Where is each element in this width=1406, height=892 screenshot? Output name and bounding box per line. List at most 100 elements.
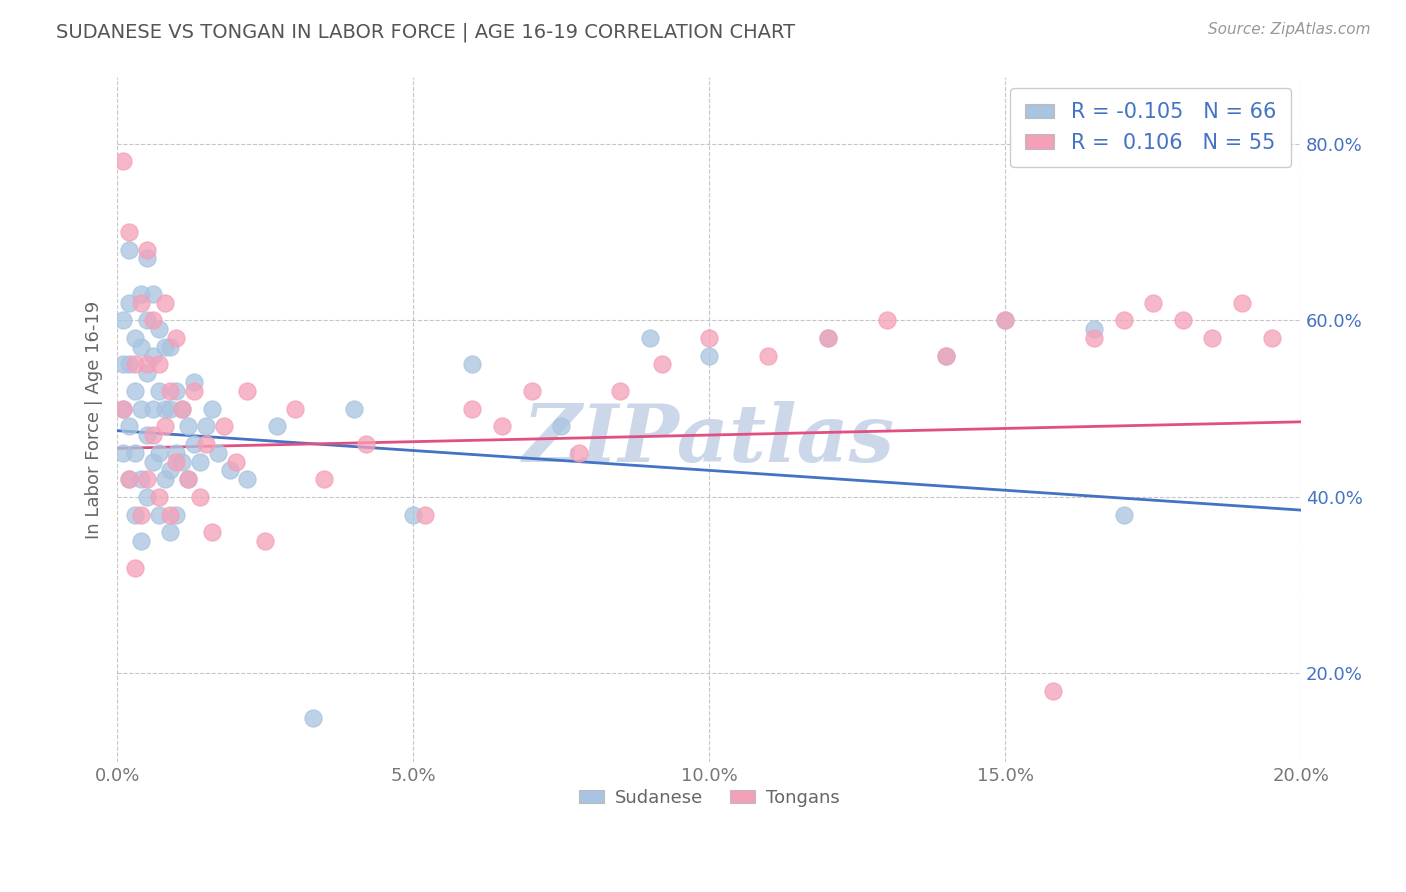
Point [225, 454, 247, 468]
Point [148, 384, 170, 398]
Point [135, 313, 157, 327]
Point [124, 508, 146, 522]
Point [343, 401, 366, 416]
Point [148, 508, 170, 522]
Point [135, 366, 157, 380]
Point [266, 419, 288, 434]
Point [520, 384, 543, 398]
Point [118, 472, 141, 486]
Point [112, 313, 135, 327]
Point [124, 331, 146, 345]
Text: SUDANESE VS TONGAN IN LABOR FORCE | AGE 16-19 CORRELATION CHART: SUDANESE VS TONGAN IN LABOR FORCE | AGE … [56, 22, 796, 42]
Point [183, 375, 205, 389]
Point [135, 472, 157, 486]
Point [142, 286, 165, 301]
Point [697, 331, 720, 345]
Point [142, 428, 165, 442]
Point [183, 437, 205, 451]
Point [550, 419, 572, 434]
Point [195, 419, 218, 434]
Point [876, 313, 898, 327]
Point [135, 428, 157, 442]
Point [172, 401, 194, 416]
Point [135, 252, 157, 266]
Point [124, 446, 146, 460]
Point [159, 401, 181, 416]
Point [135, 358, 157, 372]
Point [165, 508, 187, 522]
Point [124, 384, 146, 398]
Point [112, 358, 135, 372]
Point [935, 349, 957, 363]
Point [159, 525, 181, 540]
Point [165, 454, 187, 468]
Point [201, 401, 224, 416]
Point [817, 331, 839, 345]
Point [153, 340, 176, 354]
Point [159, 508, 181, 522]
Point [994, 313, 1017, 327]
Point [1201, 331, 1223, 345]
Point [1083, 331, 1105, 345]
Point [183, 384, 205, 398]
Text: ZIPatlas: ZIPatlas [523, 401, 896, 479]
Point [1142, 295, 1164, 310]
Point [165, 331, 187, 345]
Point [172, 454, 194, 468]
Point [142, 313, 165, 327]
Point [1171, 313, 1194, 327]
Point [207, 446, 229, 460]
Point [254, 534, 277, 549]
Point [112, 401, 135, 416]
Point [148, 490, 170, 504]
Point [413, 508, 436, 522]
Point [1112, 508, 1135, 522]
Point [284, 401, 307, 416]
Y-axis label: In Labor Force | Age 16-19: In Labor Force | Age 16-19 [86, 301, 103, 539]
Point [135, 490, 157, 504]
Point [402, 508, 425, 522]
Point [1260, 331, 1282, 345]
Point [172, 401, 194, 416]
Point [461, 358, 484, 372]
Point [153, 295, 176, 310]
Point [135, 243, 157, 257]
Point [148, 358, 170, 372]
Point [609, 384, 631, 398]
Point [994, 313, 1017, 327]
Point [461, 401, 484, 416]
Point [1042, 684, 1064, 698]
Point [188, 490, 211, 504]
Point [129, 534, 152, 549]
Point [188, 454, 211, 468]
Point [491, 419, 513, 434]
Point [218, 463, 240, 477]
Point [195, 437, 218, 451]
Point [177, 419, 200, 434]
Point [236, 472, 259, 486]
Point [697, 349, 720, 363]
Point [112, 154, 135, 169]
Point [118, 358, 141, 372]
Point [177, 472, 200, 486]
Point [301, 711, 323, 725]
Point [153, 401, 176, 416]
Point [148, 446, 170, 460]
Point [165, 446, 187, 460]
Point [568, 446, 591, 460]
Point [129, 340, 152, 354]
Point [314, 472, 336, 486]
Point [1112, 313, 1135, 327]
Point [165, 384, 187, 398]
Point [236, 384, 259, 398]
Text: Source: ZipAtlas.com: Source: ZipAtlas.com [1208, 22, 1371, 37]
Point [817, 331, 839, 345]
Point [651, 358, 673, 372]
Point [118, 419, 141, 434]
Point [118, 295, 141, 310]
Point [153, 472, 176, 486]
Point [201, 525, 224, 540]
Point [129, 508, 152, 522]
Point [153, 419, 176, 434]
Point [159, 340, 181, 354]
